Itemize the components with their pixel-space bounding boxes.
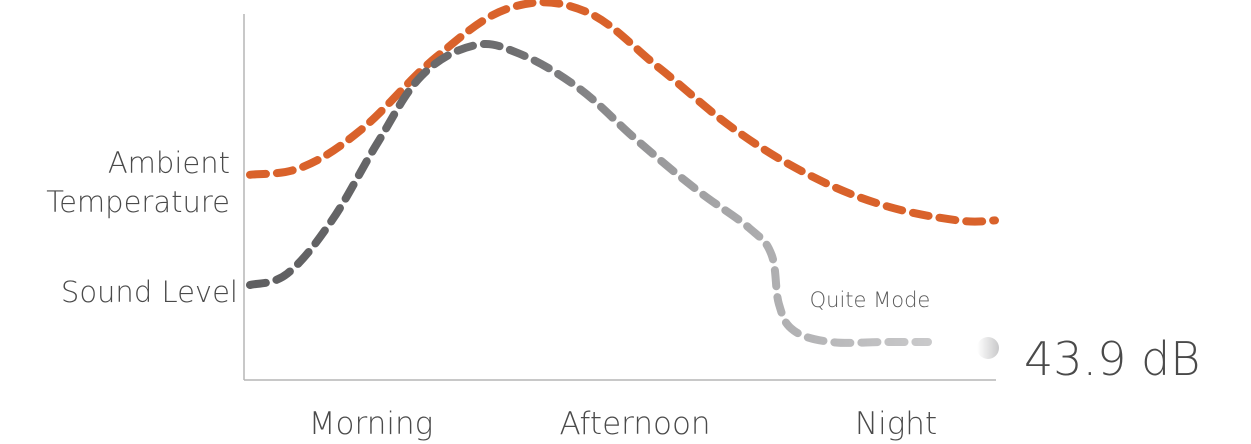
x-tick-label-night: Night: [855, 406, 937, 442]
x-tick-label-afternoon: Afternoon: [559, 406, 710, 442]
y-label-sound-level: Sound Level: [61, 275, 238, 309]
x-tick-label-morning: Morning: [309, 406, 433, 442]
y-label-ambient: Ambient: [108, 146, 230, 180]
sound-level-readout: 43.9 dB: [1024, 332, 1200, 386]
series-line-ambient-temperature: [246, 0, 999, 226]
quiet-mode-annotation: Quite Mode: [810, 288, 931, 312]
y-label-temperature: Temperature: [46, 185, 230, 219]
current-level-dot: [977, 337, 999, 359]
series-line-sound-level: [246, 40, 932, 347]
